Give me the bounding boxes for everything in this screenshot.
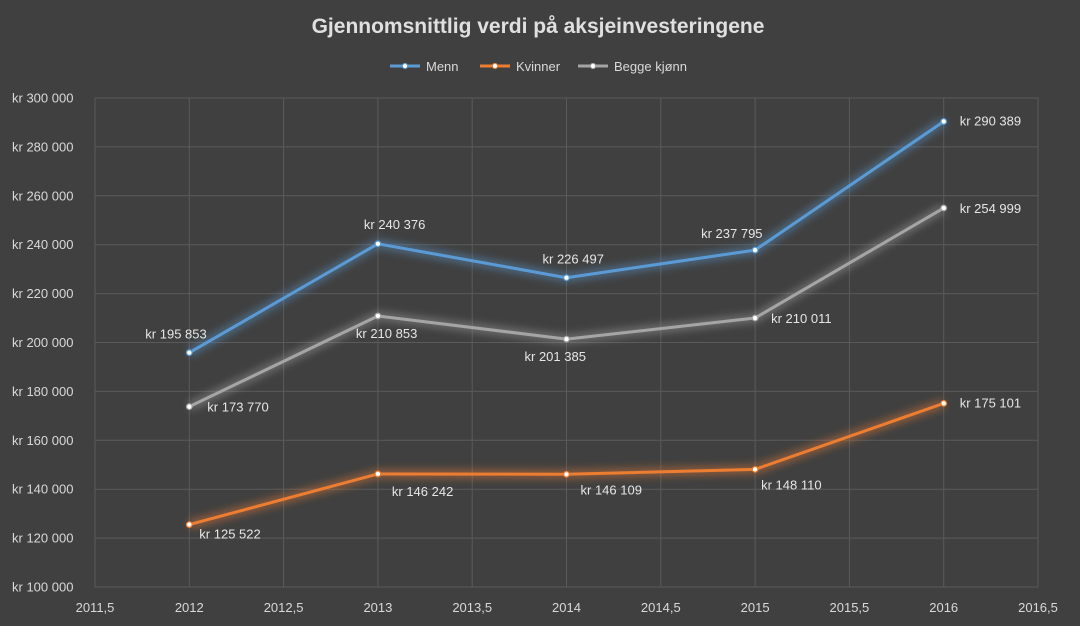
y-tick-label: kr 220 000 <box>12 286 73 301</box>
data-point <box>751 465 759 473</box>
data-point <box>751 314 759 322</box>
legend-entry: Menn <box>426 59 459 74</box>
y-tick-label: kr 100 000 <box>12 580 73 595</box>
legend: Menn Kvinner Begge kjønn <box>390 59 687 74</box>
y-tick-label: kr 180 000 <box>12 384 73 399</box>
data-point <box>563 470 570 478</box>
y-axis: kr 100 000 kr 120 000 kr 140 000 kr 160 000… <box>12 91 73 595</box>
legend-entry: Kvinner <box>516 59 561 74</box>
x-tick-label: 2012,5 <box>264 600 304 615</box>
data-label: kr 146 109 <box>581 482 642 497</box>
data-label: kr 240 376 <box>364 217 425 232</box>
legend-marker <box>401 62 409 70</box>
data-point <box>374 470 382 478</box>
legend-marker <box>589 62 597 70</box>
data-label: kr 237 795 <box>701 226 762 241</box>
y-tick-label: kr 160 000 <box>12 433 73 448</box>
x-tick-label: 2015,5 <box>830 600 870 615</box>
x-tick-label: 2013 <box>363 600 392 615</box>
x-tick-label: 2014 <box>552 600 581 615</box>
legend-marker <box>491 62 499 70</box>
x-tick-label: 2012 <box>175 600 204 615</box>
y-tick-label: kr 240 000 <box>12 237 73 252</box>
data-point <box>940 118 948 125</box>
data-label: kr 210 011 <box>771 311 831 326</box>
y-tick-label: kr 260 000 <box>12 188 73 203</box>
data-point <box>185 403 193 411</box>
data-point <box>185 521 193 528</box>
data-point <box>563 335 570 343</box>
data-label: kr 125 522 <box>199 527 260 542</box>
x-tick-label: 2011,5 <box>76 600 115 615</box>
legend-entry: Begge kjønn <box>614 59 687 74</box>
data-label: kr 148 110 <box>761 477 821 492</box>
data-label: kr 175 101 <box>960 395 1021 410</box>
data-point <box>940 204 948 212</box>
y-tick-label: kr 140 000 <box>12 482 73 497</box>
y-tick-label: kr 120 000 <box>12 531 73 546</box>
data-label: kr 195 853 <box>145 327 206 342</box>
data-label: kr 173 770 <box>207 400 268 415</box>
x-tick-label: 2014,5 <box>641 600 681 615</box>
data-point <box>940 399 948 407</box>
x-tick-label: 2016,5 <box>1018 600 1058 615</box>
data-label: kr 290 389 <box>960 113 1021 128</box>
data-label: kr 226 497 <box>543 252 604 267</box>
data-label: kr 254 999 <box>960 201 1021 216</box>
data-label: kr 146 242 <box>392 484 453 499</box>
data-point <box>751 246 759 254</box>
data-point <box>374 312 382 320</box>
gridlines <box>94 97 1039 588</box>
chart-title: Gjennomsnittlig verdi på aksjeinvesterin… <box>312 15 765 38</box>
x-tick-label: 2013,5 <box>452 600 492 615</box>
data-label: kr 210 853 <box>356 326 417 341</box>
y-tick-label: kr 280 000 <box>12 139 73 154</box>
y-tick-label: kr 200 000 <box>12 335 73 350</box>
data-point <box>374 240 382 248</box>
y-tick-label: kr 300 000 <box>12 91 73 106</box>
series-layer: kr 173 770 kr 210 853 kr 201 385 kr 210 011… <box>145 113 1021 541</box>
x-tick-label: 2016 <box>929 600 958 615</box>
x-axis: 2011,5 2012 2012,5 2013 2013,5 2014 2014,5 2015… <box>76 600 1058 615</box>
data-label: kr 201 385 <box>525 349 586 364</box>
x-tick-label: 2015 <box>741 600 770 615</box>
data-point <box>185 349 193 357</box>
data-point <box>563 274 570 282</box>
